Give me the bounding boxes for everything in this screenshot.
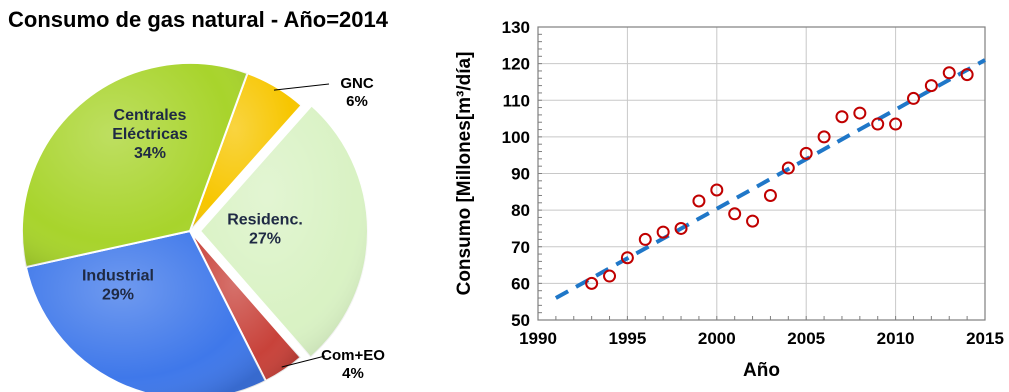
y-tick-label: 60	[511, 274, 530, 293]
data-point	[692, 194, 706, 208]
data-point	[835, 110, 849, 124]
pie-label-percent: 27%	[249, 231, 281, 248]
data-point	[799, 146, 813, 160]
x-tick-label: 2005	[787, 329, 825, 348]
pie-label-percent: 6%	[346, 93, 368, 110]
y-tick-label: 110	[503, 91, 530, 110]
x-tick-label: 2010	[877, 329, 915, 348]
x-axis-title: Año	[743, 360, 780, 381]
x-tick-label: 2000	[698, 329, 736, 348]
data-point	[853, 106, 867, 120]
data-point	[906, 91, 920, 105]
pie-leader-line	[273, 83, 330, 91]
y-tick-label: 90	[511, 165, 530, 184]
data-point	[674, 221, 688, 235]
data-point	[889, 117, 903, 131]
y-tick-label: 120	[502, 55, 530, 74]
data-point	[746, 214, 760, 228]
pie-slices	[21, 62, 369, 392]
pie-label-name: Industrial	[82, 268, 154, 285]
y-tick-label: 130	[502, 18, 530, 37]
pie-label-percent: 29%	[102, 287, 134, 304]
pie-label-name: Centrales	[114, 107, 187, 124]
plot-series	[554, 58, 986, 300]
data-point	[924, 79, 938, 93]
pie-label-name: GNC	[340, 75, 374, 92]
pie-label-name: Eléctricas	[112, 126, 188, 143]
data-point	[763, 188, 777, 202]
plot-axes	[537, 26, 986, 321]
data-point	[620, 251, 634, 265]
plot-tick-labels: 1990 1995 2000 2005 2010 2015 50 60 70 80 90 100 110…	[502, 18, 1004, 348]
pie-chart-title: Consumo de gas natural - Año=2014	[8, 7, 388, 32]
pie-label-name: Residenc.	[227, 212, 303, 229]
data-point	[710, 183, 724, 197]
pie-label-percent: 4%	[342, 365, 364, 382]
y-tick-label: 80	[511, 201, 530, 220]
x-tick-label: 1990	[519, 329, 557, 348]
plot-grid	[537, 26, 986, 321]
scatter-chart: 1990 1995 2000 2005 2010 2015 50 60 70 80 90 100 110…	[454, 18, 1004, 381]
data-point	[817, 130, 831, 144]
y-tick-label: 50	[511, 311, 530, 330]
data-point	[585, 276, 599, 290]
y-tick-label: 100	[502, 128, 530, 147]
pie-leader-line	[281, 355, 326, 368]
data-point	[656, 225, 670, 239]
x-tick-label: 1995	[608, 329, 646, 348]
y-tick-label: 70	[511, 238, 530, 257]
data-point	[603, 269, 617, 283]
data-point	[638, 232, 652, 246]
data-point	[781, 161, 795, 175]
data-point	[728, 207, 742, 221]
data-point	[871, 117, 885, 131]
trend-line	[554, 58, 986, 300]
data-point	[960, 68, 974, 82]
pie-label-percent: 34%	[134, 145, 166, 162]
data-point	[942, 66, 956, 80]
pie-label-name: Com+EO	[321, 347, 385, 364]
x-tick-label: 2015	[966, 329, 1004, 348]
y-axis-title: Consumo [Millones[m³/día]	[454, 52, 475, 296]
